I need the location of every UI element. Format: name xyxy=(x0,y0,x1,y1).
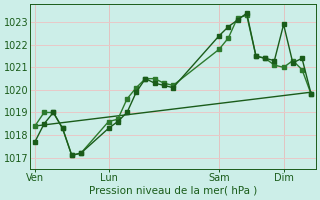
X-axis label: Pression niveau de la mer( hPa ): Pression niveau de la mer( hPa ) xyxy=(89,186,257,196)
